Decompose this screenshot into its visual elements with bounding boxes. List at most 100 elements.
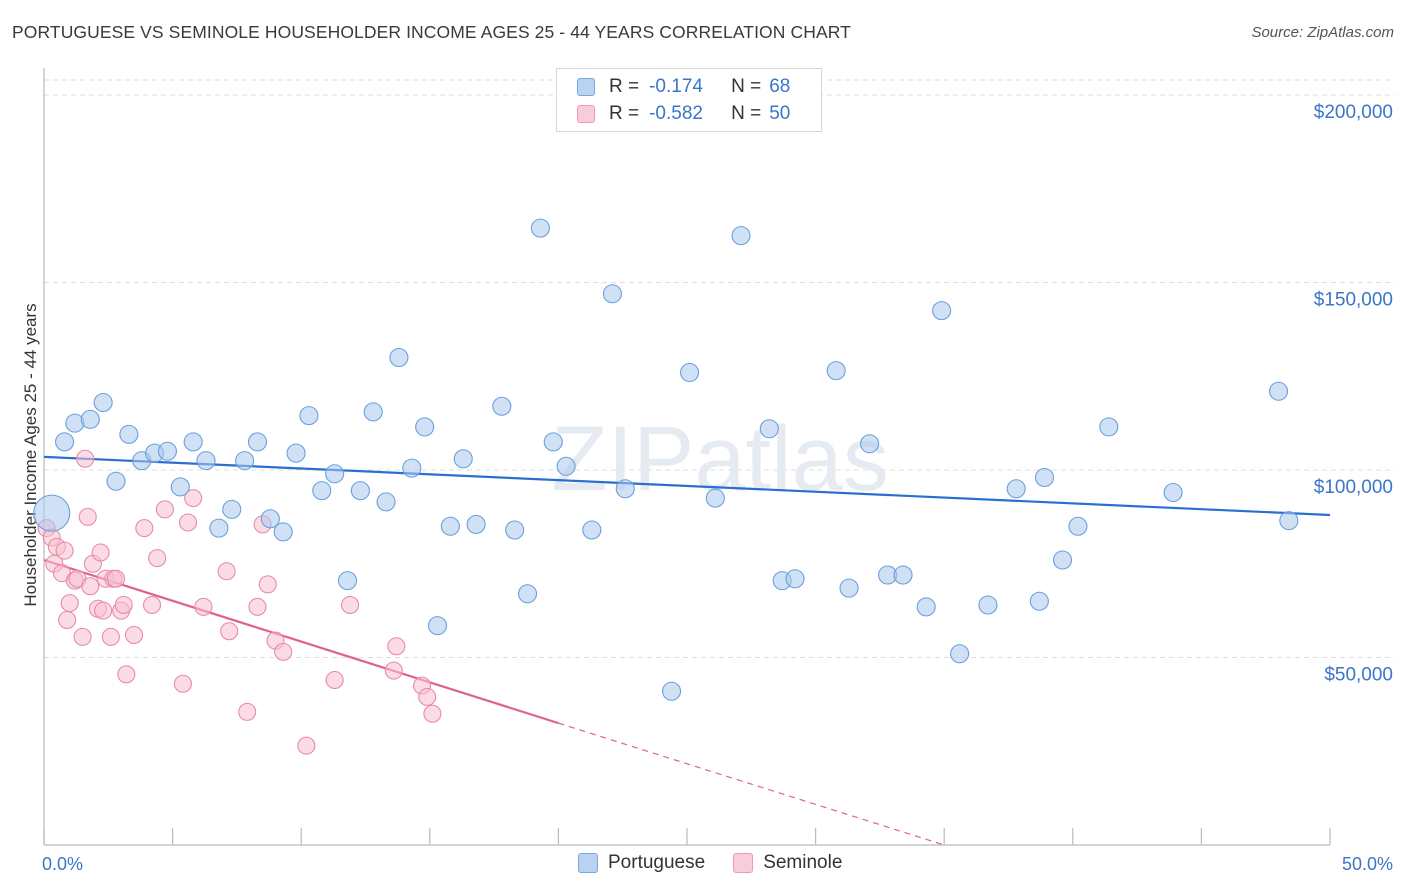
portuguese-point <box>222 499 242 519</box>
n-label: N = <box>731 103 762 124</box>
x-tick-label: 50.0% <box>1342 854 1393 874</box>
portuguese-point <box>492 396 512 416</box>
n-value: 50 <box>769 103 791 124</box>
x-tick-label: 0.0% <box>42 854 83 874</box>
seminole-point <box>238 702 257 721</box>
portuguese-point <box>1279 511 1299 531</box>
legend-row-portuguese: R = -0.174 N = 68 <box>577 75 790 99</box>
portuguese-point <box>183 432 203 452</box>
portuguese-point <box>1006 479 1026 499</box>
seminole-point <box>217 562 236 581</box>
seminole-point <box>91 543 110 562</box>
r-label: R = <box>609 76 640 97</box>
portuguese-point <box>247 432 268 452</box>
portuguese-point <box>33 494 71 532</box>
portuguese-point <box>337 571 358 591</box>
portuguese-point <box>312 481 332 501</box>
seminole-point <box>155 500 174 519</box>
seminole-point <box>297 736 316 755</box>
portuguese-trend-line <box>43 455 1331 517</box>
seminole-trend-line <box>43 558 559 725</box>
seminole-point <box>184 489 203 508</box>
portuguese-point <box>299 406 319 426</box>
portuguese-point <box>350 481 370 501</box>
portuguese-point <box>55 432 75 452</box>
portuguese-point <box>1068 516 1088 536</box>
portuguese-point <box>582 520 602 540</box>
portuguese-point <box>602 284 622 304</box>
seminole-point <box>135 519 154 538</box>
portuguese-point <box>556 456 576 476</box>
portuguese-point <box>1099 417 1119 437</box>
portuguese-point <box>932 301 952 321</box>
y-tick-label: $50,000 <box>1324 665 1393 686</box>
legend-item-portuguese[interactable]: Portuguese <box>578 852 705 874</box>
portuguese-point <box>196 451 216 471</box>
portuguese-point <box>731 226 751 246</box>
portuguese-point <box>235 451 255 471</box>
portuguese-point <box>543 432 563 452</box>
portuguese-point <box>260 509 280 529</box>
seminole-point <box>58 610 77 630</box>
portuguese-point <box>209 518 229 538</box>
r-label: R = <box>609 103 640 124</box>
seminole-point <box>55 541 74 560</box>
y-axis-title: Householder Income Ages 25 - 44 years <box>21 303 40 606</box>
legend-row-seminole: R = -0.582 N = 50 <box>577 102 790 126</box>
legend-label-seminole: Seminole <box>763 852 843 873</box>
y-tick-labels: $50,000 $100,000 $150,000 $200,000 <box>1314 102 1393 686</box>
portuguese-point <box>1034 467 1055 488</box>
portuguese-point <box>157 441 178 461</box>
portuguese-point <box>705 488 725 508</box>
seminole-point <box>341 595 360 615</box>
portuguese-point <box>1269 381 1289 401</box>
portuguese-point <box>893 565 913 585</box>
n-value: 68 <box>769 76 791 97</box>
y-tick-label: $150,000 <box>1314 290 1393 311</box>
portuguese-swatch <box>577 78 595 96</box>
r-value: -0.582 <box>649 103 703 124</box>
seminole-point <box>81 577 100 596</box>
portuguese-point <box>427 616 448 636</box>
seminole-point <box>60 594 79 613</box>
portuguese-point <box>466 514 486 534</box>
seminole-point <box>178 513 198 532</box>
seminole-point <box>78 507 97 526</box>
portuguese-point <box>785 569 805 589</box>
portuguese-point <box>106 471 126 491</box>
portuguese-point <box>860 434 880 454</box>
portuguese-point <box>453 449 473 469</box>
portuguese-point <box>1052 550 1073 570</box>
seminole-point <box>106 569 126 588</box>
seminole-point <box>258 575 277 594</box>
portuguese-point <box>759 419 779 439</box>
seminole-point <box>248 597 267 616</box>
series-legend: Portuguese Seminole <box>578 852 870 874</box>
seminole-point <box>418 687 437 706</box>
portuguese-point <box>440 516 460 536</box>
portuguese-point <box>376 492 396 512</box>
portuguese-points <box>33 218 1299 701</box>
portuguese-point <box>978 595 998 615</box>
portuguese-point <box>170 477 190 497</box>
portuguese-point <box>363 402 383 422</box>
portuguese-point <box>680 362 700 383</box>
trend-lines <box>43 455 1331 846</box>
portuguese-point <box>1029 591 1049 611</box>
seminole-point <box>94 601 113 620</box>
source-label: Source: ZipAtlas.com <box>1251 24 1394 41</box>
n-label: N = <box>731 76 762 97</box>
seminole-point <box>173 674 192 693</box>
seminole-point <box>124 625 144 645</box>
seminole-point <box>101 627 120 646</box>
portuguese-point <box>93 392 113 413</box>
seminole-swatch <box>577 105 595 123</box>
seminole-point <box>274 642 293 661</box>
seminole-point <box>387 637 406 656</box>
portuguese-point <box>916 597 936 617</box>
legend-item-seminole[interactable]: Seminole <box>733 852 842 874</box>
y-tick-label: $100,000 <box>1314 477 1393 498</box>
seminole-point <box>220 622 239 641</box>
seminole-point <box>142 595 162 615</box>
portuguese-point <box>950 644 970 664</box>
